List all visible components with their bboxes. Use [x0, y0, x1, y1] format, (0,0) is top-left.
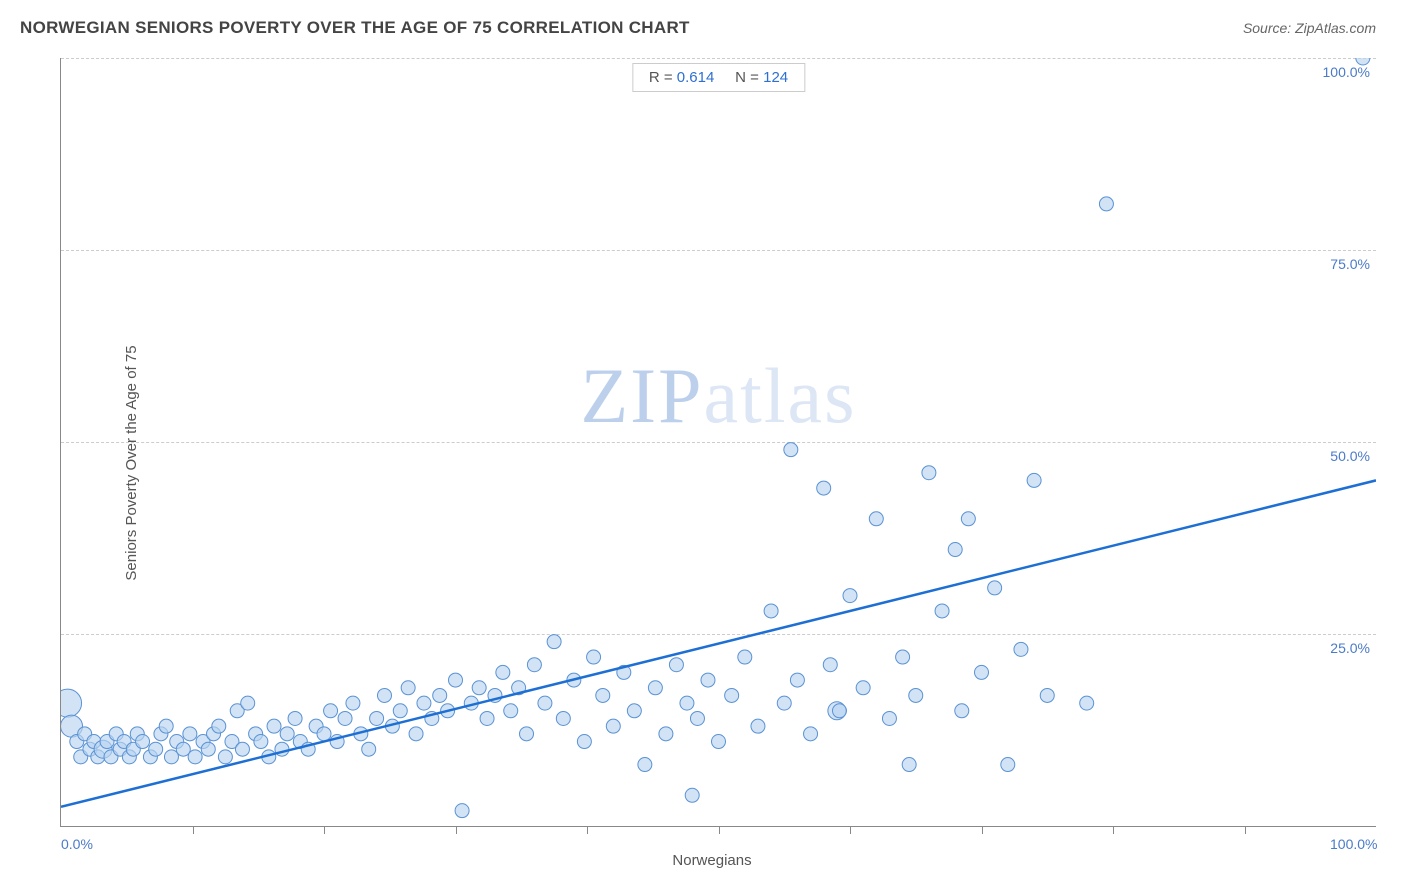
x-axis-label: Norwegians	[672, 852, 751, 869]
x-tick	[850, 826, 851, 834]
r-value: 0.614	[677, 69, 715, 86]
x-tick	[982, 826, 983, 834]
stats-box: R = 0.614 N = 124	[632, 63, 805, 92]
x-tick	[587, 826, 588, 834]
x-tick	[324, 826, 325, 834]
r-label: R =	[649, 69, 677, 86]
x-tick-label: 0.0%	[61, 836, 93, 852]
x-tick	[193, 826, 194, 834]
x-tick	[719, 826, 720, 834]
x-tick	[456, 826, 457, 834]
source-attribution: Source: ZipAtlas.com	[1243, 20, 1376, 36]
trend-line	[61, 58, 1376, 826]
chart-container: Seniors Poverty Over the Age of 75 Norwe…	[48, 58, 1376, 867]
x-tick	[1113, 826, 1114, 834]
x-tick	[1245, 826, 1246, 834]
plot-area: ZIPatlas R = 0.614 N = 124 25.0%50.0%75.…	[60, 58, 1376, 827]
regression-line	[61, 480, 1376, 806]
chart-title: NORWEGIAN SENIORS POVERTY OVER THE AGE O…	[20, 18, 690, 38]
x-tick-label: 100.0%	[1330, 836, 1377, 852]
n-label: N =	[735, 69, 763, 86]
n-value: 124	[763, 69, 788, 86]
